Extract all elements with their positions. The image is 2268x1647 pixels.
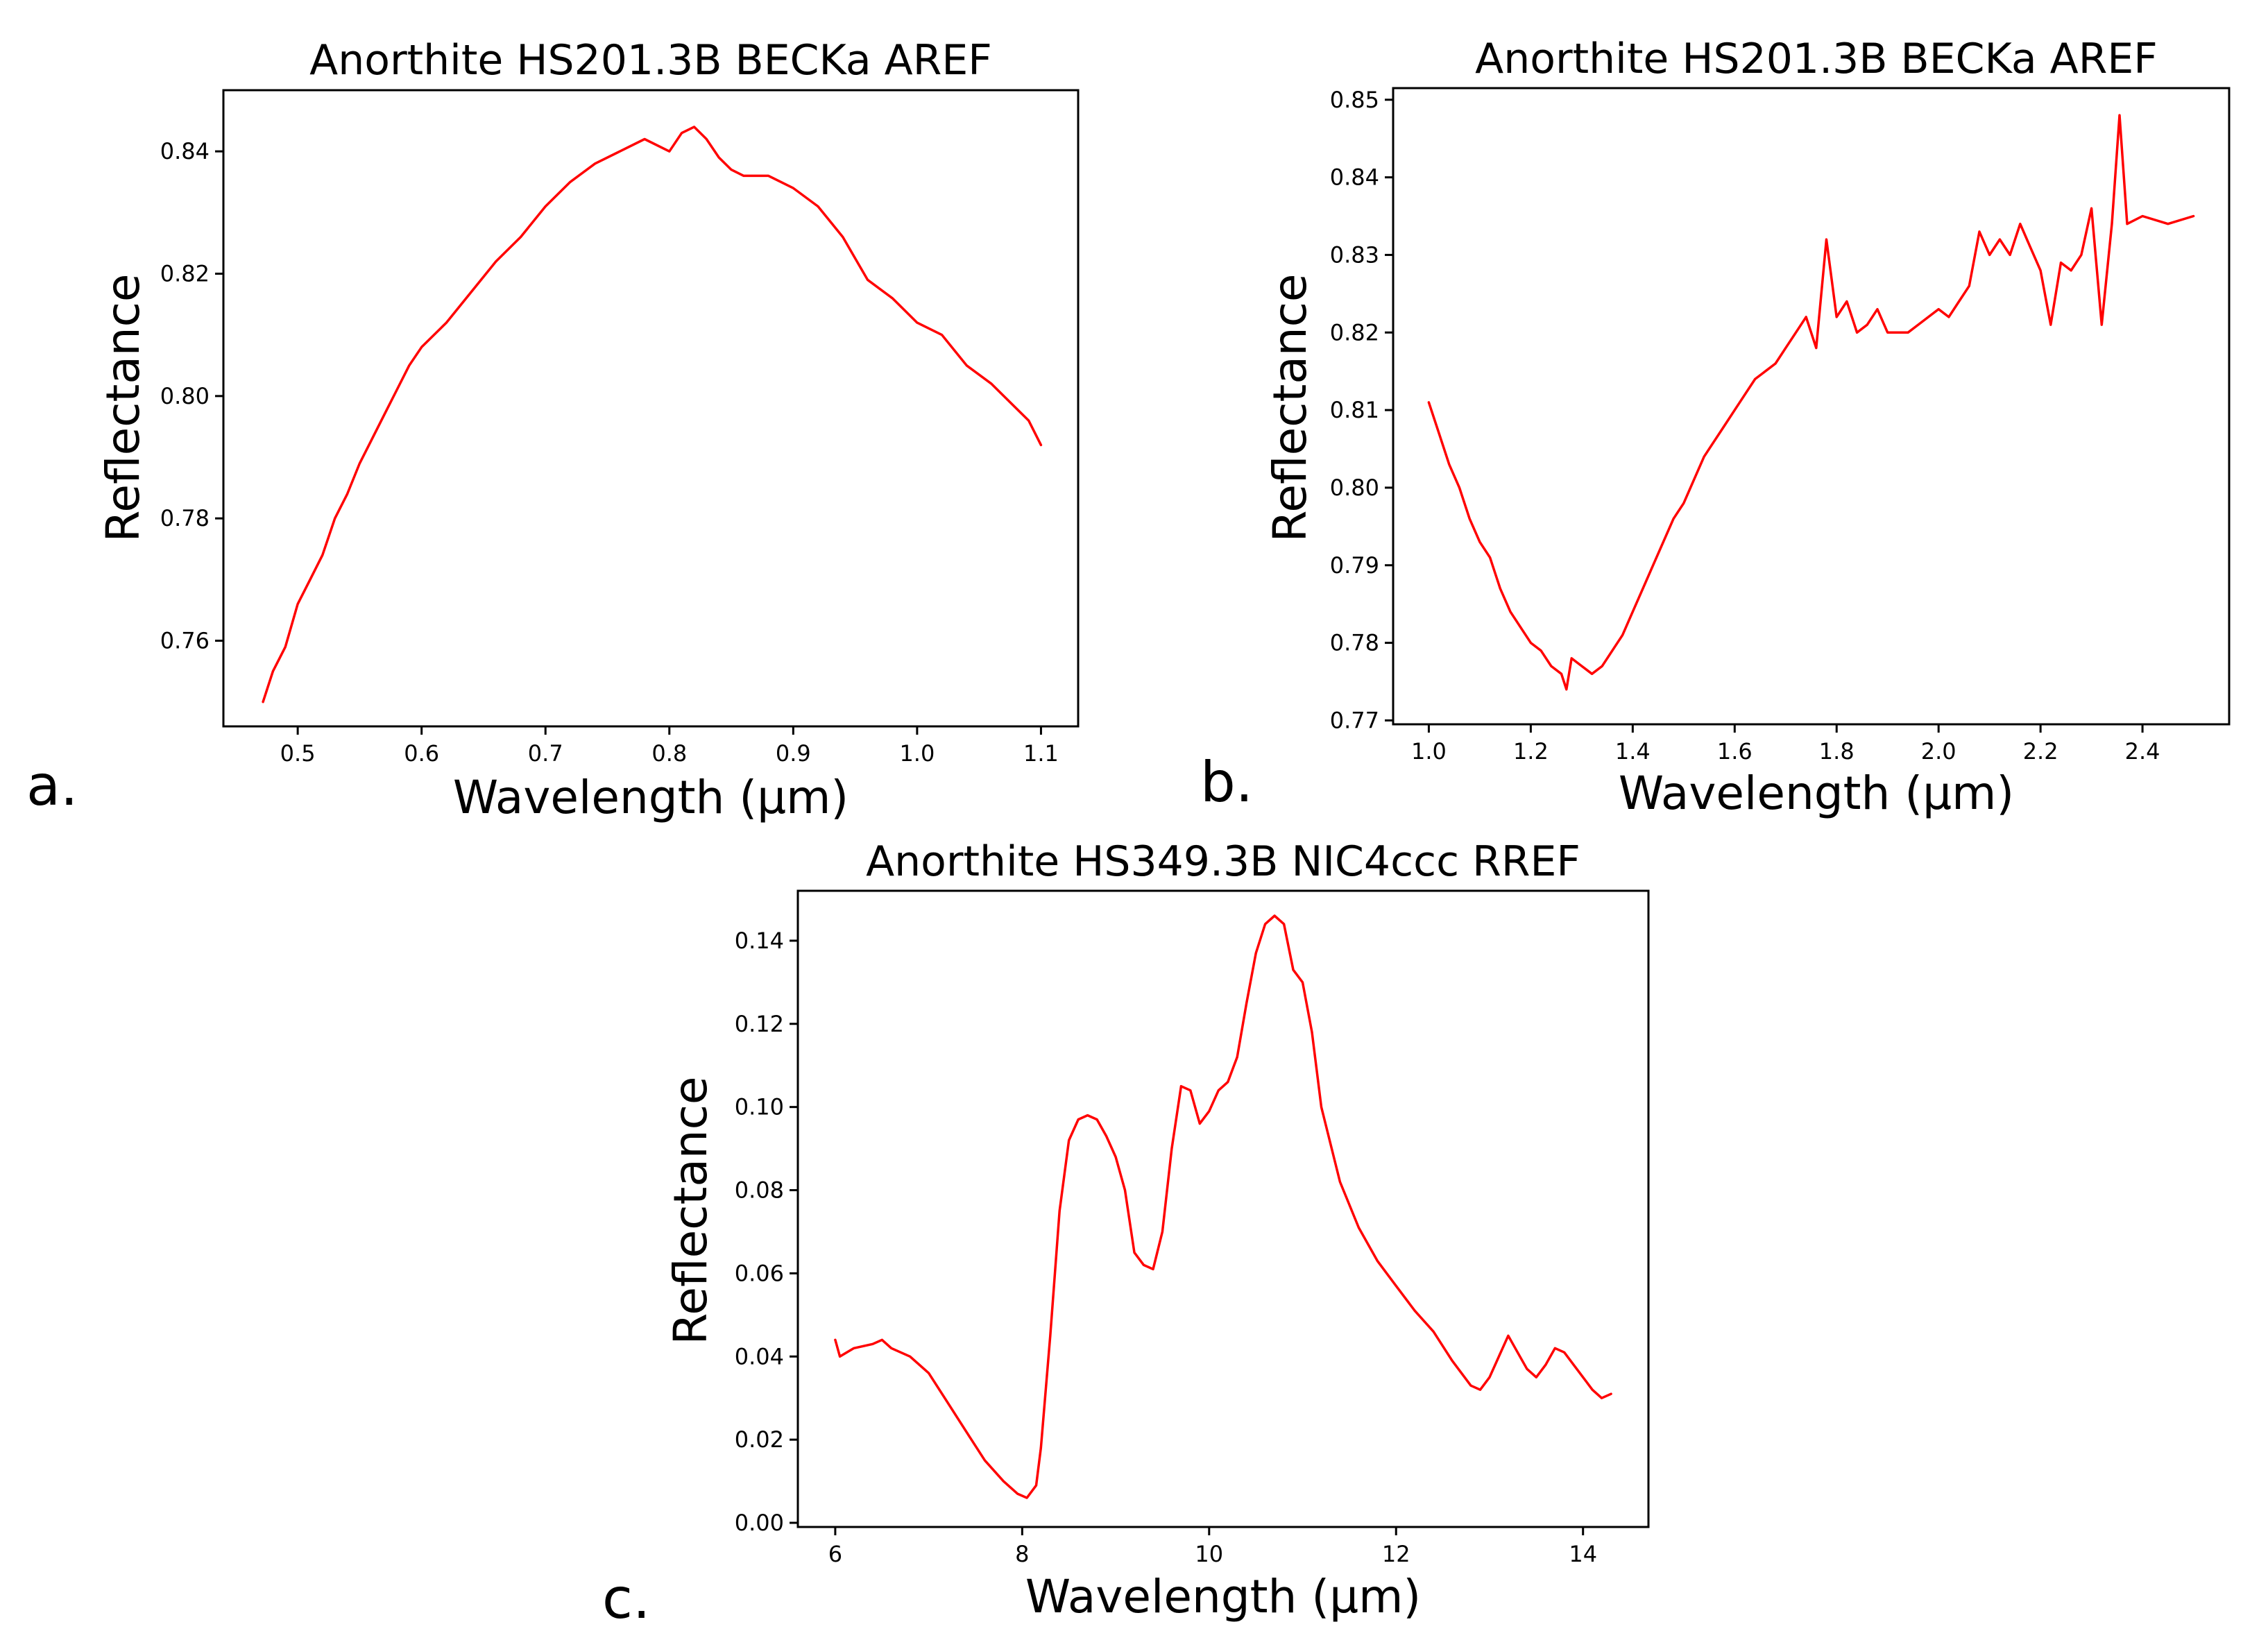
- panel-a-y-tick-label: 0.82: [160, 261, 210, 287]
- panel-a-y-tick-label: 0.76: [160, 628, 210, 654]
- panel-a-x-ticks: 0.5 0.6 0.7 0.8 0.9 1.0 1.1: [280, 726, 1059, 767]
- panel-c-x-tick-label: 8: [1015, 1541, 1029, 1567]
- panel-a-x-tick-label: 0.5: [280, 740, 316, 767]
- panel-b-y-tick-label: 0.78: [1330, 630, 1379, 656]
- panel-b-x-tick-label: 2.2: [2023, 738, 2058, 765]
- panel-a-y-ticks: 0.76 0.78 0.80 0.82 0.84: [160, 138, 223, 654]
- panel-c-y-tick-label: 0.04: [735, 1343, 784, 1369]
- panel-c-y-tick-label: 0.12: [735, 1011, 784, 1037]
- panel-a-x-tick-label: 0.6: [404, 740, 439, 767]
- panel-b-y-ticks: 0.77 0.78 0.79 0.80 0.81 0.82 0.83 0.84 0.85: [1330, 87, 1393, 733]
- panel-b-x-tick-label: 2.0: [1921, 738, 1956, 765]
- panel-b-x-tick-label: 1.4: [1615, 738, 1651, 765]
- panel-c-y-tick-label: 0.02: [735, 1426, 784, 1453]
- panel-b-y-tick-label: 0.82: [1330, 319, 1379, 345]
- panel-c-series-line-0: [834, 914, 1612, 1499]
- panel-b-y-tick-label: 0.85: [1330, 87, 1379, 113]
- panel-c-series: [834, 914, 1612, 1499]
- panel-c-x-tick-label: 6: [828, 1541, 842, 1567]
- panel-c-y-tick-label: 0.08: [735, 1177, 784, 1204]
- panel-c: Anorthite HS349.3B NIC4ccc RREF 6 8 10 12 14…: [602, 837, 1650, 1631]
- panel-b-axes-frame: [1392, 87, 2231, 726]
- panel-b-x-tick-label: 1.2: [1513, 738, 1549, 765]
- panel-c-y-tick-label: 0.10: [735, 1094, 784, 1120]
- panel-b-title: Anorthite HS201.3B BECKa AREF: [1475, 35, 2158, 83]
- panel-c-y-tick-label: 0.14: [735, 928, 784, 954]
- panel-b-y-tick-label: 0.80: [1330, 475, 1379, 501]
- panel-b-x-tick-label: 2.4: [2125, 738, 2160, 765]
- panel-a-x-tick-label: 0.9: [776, 740, 811, 767]
- panel-a-x-axis-label: Wavelength (μm): [453, 771, 849, 824]
- panel-a: Anorthite HS201.3B BECKa AREF 0.5 0.6 0.7 0…: [26, 36, 1080, 824]
- panel-a-x-tick-label: 1.0: [899, 740, 935, 767]
- panel-c-x-tick-label: 10: [1195, 1541, 1223, 1567]
- panel-c-x-ticks: 6 8 10 12 14: [828, 1527, 1597, 1567]
- panel-c-y-tick-label: 0.00: [735, 1510, 784, 1536]
- panel-b-y-tick-label: 0.84: [1330, 164, 1379, 191]
- panel-b-x-tick-label: 1.6: [1717, 738, 1753, 765]
- panel-c-title: Anorthite HS349.3B NIC4ccc RREF: [866, 837, 1580, 886]
- panel-a-series: [262, 126, 1043, 703]
- panel-b-y-tick-label: 0.79: [1330, 552, 1379, 579]
- panel-b-x-ticks: 1.0 1.2 1.4 1.6 1.8 2.0 2.2 2.4: [1411, 724, 2160, 765]
- panel-b-series: [1427, 114, 2195, 691]
- panel-a-y-axis-label: Reflectance: [96, 273, 150, 542]
- panel-c-y-tick-label: 0.06: [735, 1260, 784, 1286]
- panel-b-letter: b.: [1200, 750, 1253, 814]
- panel-b: Anorthite HS201.3B BECKa AREF 1.0 1.2 1.4 1…: [1200, 35, 2231, 820]
- panel-c-y-axis-label: Reflectance: [664, 1076, 717, 1345]
- panel-b-y-axis-label: Reflectance: [1263, 273, 1317, 542]
- panel-a-title: Anorthite HS201.3B BECKa AREF: [309, 36, 992, 85]
- panel-a-y-tick-label: 0.80: [160, 383, 210, 409]
- panel-c-y-ticks: 0.00 0.02 0.04 0.06 0.08 0.10 0.12 0.14: [735, 928, 798, 1536]
- panel-b-y-tick-label: 0.77: [1330, 707, 1379, 733]
- panel-b-x-tick-label: 1.8: [1819, 738, 1855, 765]
- panel-b-y-tick-label: 0.81: [1330, 397, 1379, 423]
- panel-a-x-tick-label: 0.7: [528, 740, 563, 767]
- panel-c-letter: c.: [602, 1567, 650, 1631]
- panel-b-x-axis-label: Wavelength (μm): [1619, 767, 2014, 820]
- panel-b-series-line-0: [1427, 114, 2195, 691]
- panel-c-axes-frame: [796, 889, 1650, 1528]
- panel-a-x-tick-label: 0.8: [651, 740, 687, 767]
- panel-a-y-tick-label: 0.84: [160, 138, 210, 164]
- panel-a-x-tick-label: 1.1: [1023, 740, 1059, 767]
- panel-c-x-tick-label: 12: [1382, 1541, 1410, 1567]
- panel-b-y-tick-label: 0.83: [1330, 241, 1379, 268]
- panel-a-letter: a.: [26, 753, 78, 818]
- panel-b-x-tick-label: 1.0: [1411, 738, 1447, 765]
- panel-a-axes-frame: [222, 89, 1080, 728]
- panel-a-series-line-0: [262, 126, 1043, 703]
- panel-c-x-tick-label: 14: [1569, 1541, 1597, 1567]
- panel-a-y-tick-label: 0.78: [160, 505, 210, 531]
- panel-c-x-axis-label: Wavelength (μm): [1025, 1570, 1421, 1623]
